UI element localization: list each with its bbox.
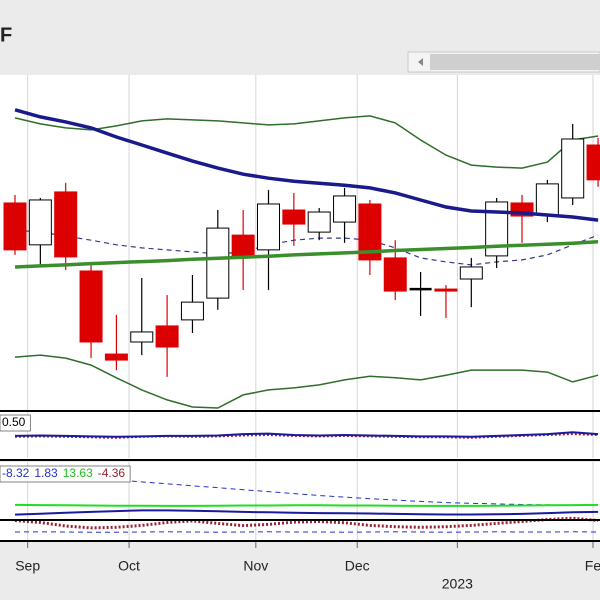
candle-body	[54, 191, 78, 258]
scroll-thumb[interactable]	[430, 54, 600, 70]
candle-body	[155, 325, 179, 348]
indicator-line	[14, 509, 599, 516]
x-tick-label: Sep	[15, 558, 40, 574]
candle-body	[282, 209, 306, 225]
x-tick-label: Dec	[345, 558, 370, 574]
indicator-line	[14, 431, 599, 438]
candle-body	[104, 353, 128, 361]
x-axis-area	[0, 542, 600, 600]
band-line	[14, 115, 599, 169]
indicator-line	[14, 516, 599, 530]
candle-body	[383, 257, 407, 292]
moving-average	[14, 240, 599, 269]
indicator-readout: 13.63	[63, 466, 93, 480]
readout-box	[0, 465, 131, 483]
candle-body	[535, 183, 559, 216]
candle-body	[206, 227, 230, 299]
candle-body	[459, 266, 483, 280]
x-tick-label: Nov	[243, 558, 268, 574]
candle-body	[586, 144, 600, 181]
candle-body	[3, 202, 27, 251]
candle-body	[358, 203, 382, 261]
candle-body	[130, 331, 154, 343]
candle-body	[333, 195, 357, 223]
candle-body	[231, 234, 255, 259]
candle-body	[485, 201, 509, 257]
candle-body	[79, 270, 103, 343]
indicator-readout: -8.32	[2, 466, 30, 480]
moving-average	[14, 108, 599, 222]
main-panel	[0, 75, 600, 410]
chart-title: F	[0, 24, 12, 46]
candle-body	[257, 203, 280, 251]
indicator-line	[14, 474, 599, 506]
candle-body	[434, 288, 458, 292]
candle-body	[180, 301, 204, 321]
indicator-line	[14, 503, 599, 507]
x-tick-label: Oct	[118, 558, 140, 574]
x-tick-label: Fe	[585, 558, 600, 574]
readout-box	[0, 414, 31, 432]
plot-layer: Sep Oct Nov Dec 2023 Fe 0.50 -8.32 1.83 13.63 -4.3…	[0, 75, 600, 592]
indicator-readout: 0.50	[2, 415, 26, 429]
scroll-arrow[interactable]	[418, 58, 423, 66]
indicator-readout: -4.36	[98, 466, 126, 480]
candle-body	[28, 199, 52, 246]
candle-body	[307, 211, 331, 233]
x-tick-label: 2023	[442, 576, 473, 592]
band-line	[14, 354, 599, 409]
indicator-readout: 1.83	[34, 466, 58, 480]
candle-body	[561, 138, 585, 199]
